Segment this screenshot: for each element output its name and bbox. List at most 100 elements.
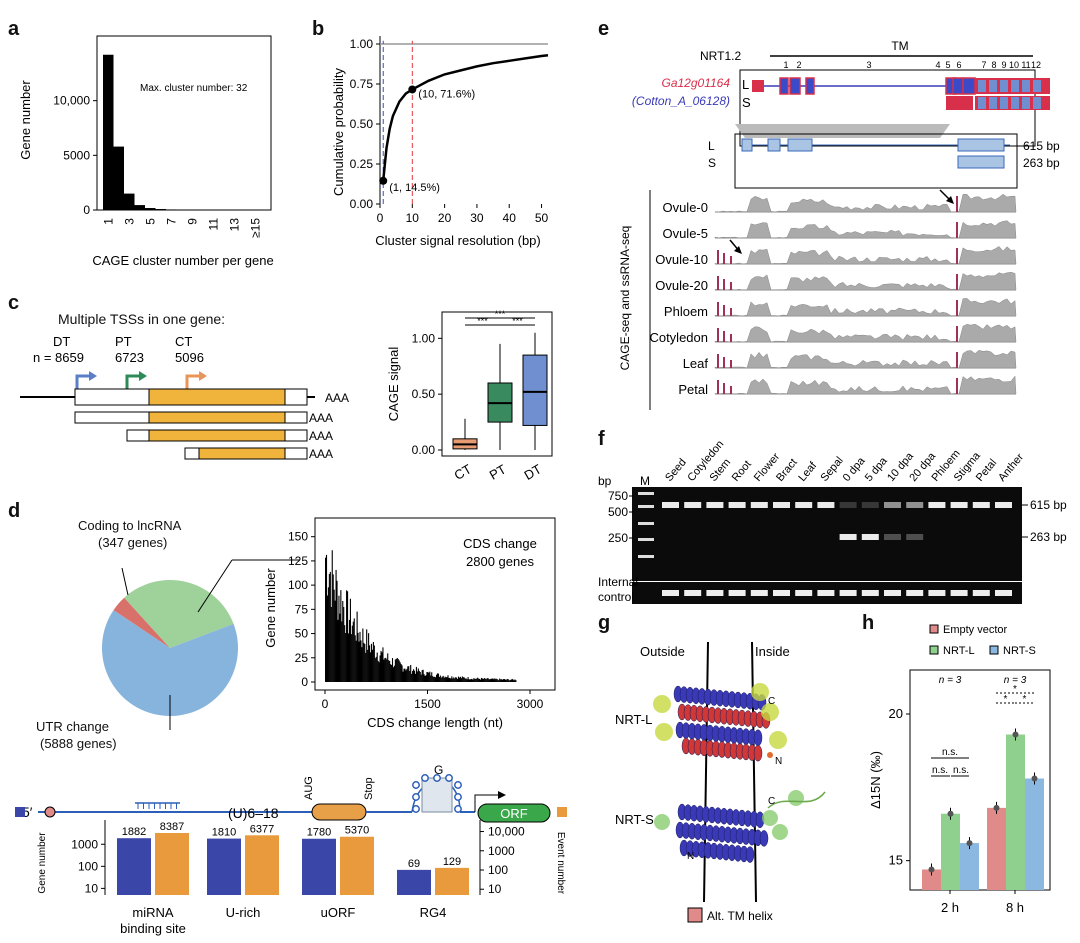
d-bars-cat-3: RG4 [420, 905, 447, 920]
c-box-ytick-0: 0.00 [412, 443, 436, 457]
d-coding-name: Coding to lncRNA [78, 518, 182, 533]
d-hist-bar-18 [342, 600, 344, 682]
e-zoom-l-exon-2 [787, 138, 813, 152]
d-hist-bar-162 [479, 679, 482, 682]
d-hist-bar-182 [499, 678, 501, 682]
d-hist-bar-85 [406, 668, 408, 682]
d-hist-bar-40 [363, 642, 365, 682]
c-box-cat-1: PT [487, 461, 509, 482]
f-control-band-14 [972, 590, 990, 596]
a-xtick-4: 9 [185, 218, 199, 225]
e-track-signal-7 [714, 375, 1017, 395]
f-control-band-3 [728, 590, 746, 596]
c-tss-count-0: n = 8659 [33, 350, 84, 365]
b-xtick-4: 40 [503, 211, 517, 225]
panel-c-title: Multiple TSSs in one gene: [58, 311, 226, 327]
d-hist-bar-31 [354, 635, 356, 682]
a-ytick-1: 5000 [63, 148, 90, 162]
d-rg4-g-5 [454, 805, 462, 813]
d-hist-bar-121 [440, 677, 442, 682]
g-s-h3-turn-11 [745, 846, 755, 863]
d-hist-bar-142 [460, 678, 462, 682]
g-c1: C [768, 696, 775, 707]
d-hist-bar-124 [443, 677, 445, 682]
d-hist-bar-7 [331, 550, 333, 682]
d-bars-legend-left [15, 807, 25, 817]
d-bars-gene-label-3: 69 [408, 858, 420, 870]
e-s-utr [946, 96, 973, 110]
e-track-cage-2-2 [730, 256, 732, 264]
d-hist-bar-52 [374, 658, 376, 682]
d-hist-bar-177 [494, 678, 496, 682]
d-hist-bar-0 [325, 557, 327, 682]
d-hist-bar-93 [413, 670, 416, 682]
panel-c-box: 0.00 0.50 1.00 CT PT DT *** *** *** CAGE signa… [386, 309, 553, 483]
c-box-frame [441, 311, 553, 457]
c-aaa-4: AAA [309, 447, 333, 461]
d-hist-bar-44 [367, 649, 369, 682]
e-zoom-l-exon-0 [741, 138, 753, 152]
d-hist-bar-27 [350, 634, 352, 682]
d-hist-bar-130 [449, 677, 451, 682]
d-pie-slice-1 [113, 597, 170, 648]
d-hist-bar-158 [476, 678, 478, 682]
d-hist-bar-181 [498, 680, 500, 682]
d-hist-bar-136 [455, 677, 457, 682]
c-aaa-1: AAA [325, 391, 349, 405]
a-bar-0 [103, 54, 114, 210]
d-hist-bar-151 [469, 679, 471, 682]
d-hist-bar-110 [430, 675, 432, 682]
d-hist-bar-83 [404, 668, 406, 682]
f-control-band-13 [950, 590, 968, 596]
e-track-signal-4 [714, 298, 1017, 317]
e-track-4: Phloem [664, 304, 708, 319]
g-s-loop-0 [654, 814, 670, 830]
d-hist-bar-38 [361, 647, 363, 682]
d-bars-gene-label-1: 1810 [212, 827, 236, 839]
d-hist-bar-178 [495, 679, 497, 682]
d-hist-bar-157 [475, 678, 477, 682]
d-hist-bar-107 [427, 672, 429, 682]
d-hist-bar-69 [391, 664, 393, 682]
d-bars-ytick-right-0: 10 [488, 882, 502, 896]
d-hist-bar-170 [487, 678, 489, 682]
d-hist-bar-179 [496, 678, 498, 682]
e-track-signal-6 [714, 350, 1017, 369]
d-hist-bar-174 [491, 678, 493, 682]
d-bars-event-3 [435, 867, 469, 895]
panel-g-label: g [598, 612, 611, 634]
f-band615-14 [972, 502, 990, 508]
d-bars-event-label-0: 8387 [160, 821, 184, 833]
f-band615-10 [884, 502, 901, 508]
e-zoom-s-exon [957, 155, 1005, 169]
c-sig-2: *** [512, 316, 523, 326]
d-hist-bar-183 [500, 679, 502, 682]
d-rg4-g-7 [433, 774, 441, 782]
f-band615-13 [950, 502, 968, 508]
d-hist-bar-115 [435, 677, 437, 682]
e-l-exon-b-5 [1033, 80, 1041, 92]
e-l-exon-0 [779, 77, 789, 95]
d-hist-bar-8 [332, 574, 334, 682]
e-l-exon-2 [805, 77, 815, 95]
d-hist-bar-146 [464, 678, 466, 682]
d-hist-bar-35 [358, 641, 360, 682]
d-hist-bar-122 [441, 676, 443, 682]
d-hist-ylabel: Gene number [263, 568, 278, 648]
f-control-band-11 [906, 590, 924, 596]
e-track-signal-3 [714, 271, 1017, 291]
d-hist-bar-131 [450, 678, 452, 682]
d-hist-bar-68 [390, 664, 392, 682]
d-hist-bar-45 [368, 633, 370, 682]
d-hist-bar-20 [344, 625, 346, 682]
d-hist-bar-186 [502, 679, 505, 682]
d-hist-bar-127 [446, 677, 448, 682]
d-hist-bar-111 [431, 672, 433, 682]
d-hist-bar-51 [373, 645, 375, 682]
f-bp: bp [598, 474, 612, 488]
f-band615-6 [795, 502, 813, 508]
e-track-cage2-0 [956, 196, 958, 212]
a-bar-2 [124, 193, 135, 210]
d-hist-bar-15 [339, 613, 341, 682]
d-bars-ytick-0: 10 [85, 881, 99, 895]
